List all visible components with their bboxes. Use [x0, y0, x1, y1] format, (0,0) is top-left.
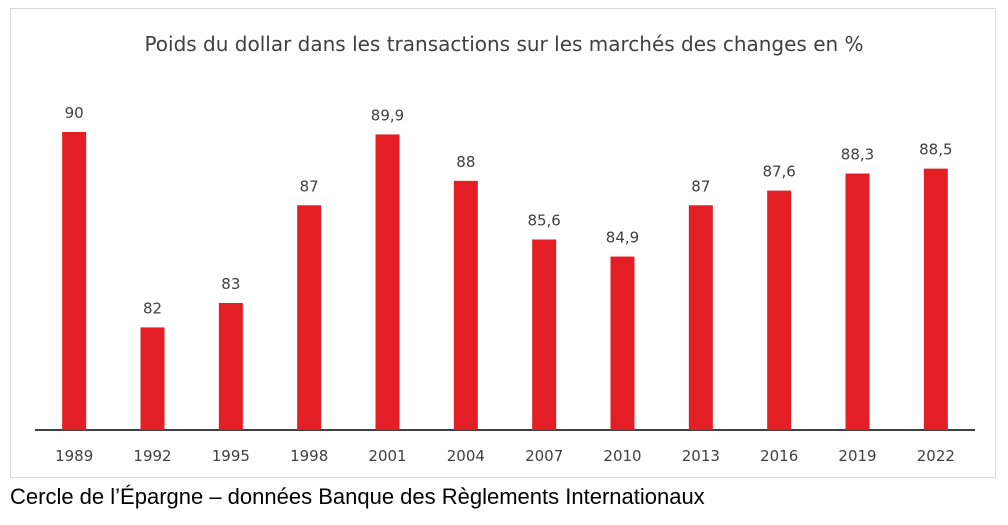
bar-1989: [62, 132, 87, 430]
bar-2004: [453, 180, 478, 430]
data-label-2010: 84,9: [606, 229, 639, 247]
data-label-2001: 89,9: [371, 106, 404, 124]
x-tick-label-2013: 2013: [682, 447, 720, 465]
bar-2001: [375, 134, 400, 430]
x-tick-label-2022: 2022: [917, 447, 955, 465]
chart-frame: [10, 8, 996, 478]
x-tick-label-2004: 2004: [447, 447, 485, 465]
x-tick-label-2016: 2016: [760, 447, 798, 465]
bar-1992: [140, 327, 165, 430]
x-tick-label-1989: 1989: [55, 447, 93, 465]
x-tick-label-2001: 2001: [368, 447, 406, 465]
chart-plot: 90 1989 82 1992 83 1995 87 1998 89,9 2001 88 2004 85…: [35, 104, 975, 465]
chart-title: Poids du dollar dans les transactions su…: [144, 32, 864, 56]
data-label-2007: 85,6: [527, 211, 560, 229]
data-label-2016: 87,6: [762, 163, 795, 181]
data-label-2019: 88,3: [841, 146, 874, 164]
bar-1998: [297, 205, 322, 430]
bar-2022: [923, 168, 948, 430]
x-tick-label-1995: 1995: [212, 447, 250, 465]
x-tick-label-1992: 1992: [133, 447, 171, 465]
bar-2013: [688, 205, 713, 430]
x-tick-label-2010: 2010: [603, 447, 641, 465]
bar-2010: [610, 256, 635, 430]
source-caption: Cercle de l’Épargne – données Banque des…: [10, 484, 705, 509]
data-label-2004: 88: [456, 153, 475, 171]
data-label-1995: 83: [221, 275, 240, 293]
x-tick-label-2019: 2019: [838, 447, 876, 465]
data-label-1998: 87: [300, 177, 319, 195]
bar-2007: [532, 239, 557, 430]
x-tick-label-1998: 1998: [290, 447, 328, 465]
data-label-1989: 90: [65, 104, 84, 122]
bar-1995: [218, 302, 243, 430]
data-label-2013: 87: [691, 177, 710, 195]
bar-2019: [845, 173, 870, 430]
bar-2016: [767, 190, 792, 430]
data-label-2022: 88,5: [919, 141, 952, 159]
data-label-1992: 82: [143, 299, 162, 317]
x-tick-label-2007: 2007: [525, 447, 563, 465]
